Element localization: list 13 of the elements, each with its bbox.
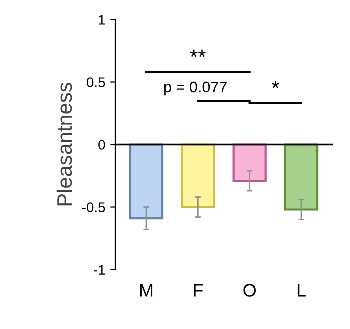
annotation: p = 0.077: [164, 82, 227, 96]
x-tick-label: O: [244, 284, 256, 297]
y-tick-label: 0.5: [87, 78, 106, 88]
x-tick-label: L: [298, 284, 306, 297]
y-tick-label: -0.5: [82, 202, 106, 212]
x-tick-label: M: [140, 284, 153, 297]
y-tick-label: 0: [98, 140, 106, 150]
y-axis-title: Pleasantness: [56, 82, 72, 206]
y-tick-label: -1: [94, 265, 106, 275]
annotation: *: [272, 81, 280, 88]
y-tick-label: 1: [99, 15, 106, 25]
annotation: **: [190, 50, 206, 58]
x-tick-label: F: [194, 284, 203, 297]
